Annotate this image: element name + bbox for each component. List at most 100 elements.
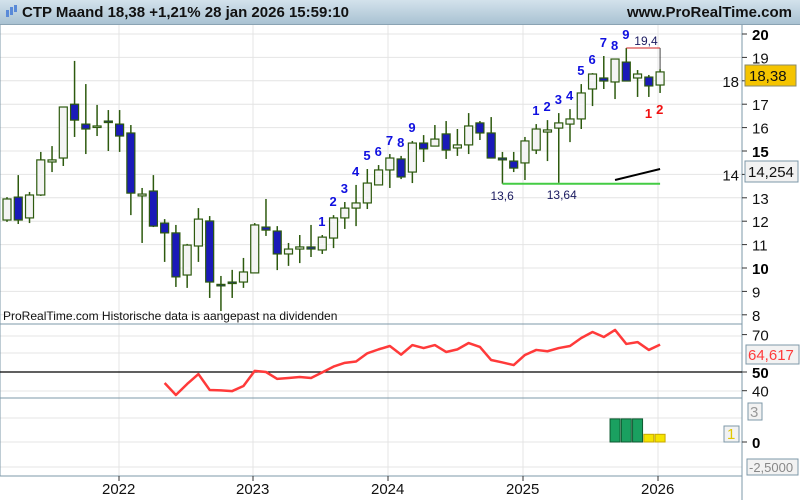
candle-body <box>520 140 530 164</box>
candle-body <box>137 193 147 197</box>
hist-badge-b <box>723 425 740 443</box>
candle-body <box>632 73 643 79</box>
candle <box>81 84 91 155</box>
candle <box>644 74 654 97</box>
candle <box>148 175 158 228</box>
last-price-value: 18,38 <box>749 68 787 85</box>
rsi-panel <box>163 328 661 397</box>
candle-body <box>69 103 80 121</box>
price-annotation: 13,64 <box>547 188 577 202</box>
candle-body <box>542 129 553 133</box>
candle <box>306 224 316 258</box>
histogram-bar <box>643 433 655 443</box>
candles <box>2 48 665 312</box>
year-label: 2025 <box>506 481 539 498</box>
price-tick-label: 15 <box>752 144 769 161</box>
year-axis: 2022 2023 2024 2025 2026 <box>102 476 674 498</box>
sequential-count: 2 <box>543 99 550 114</box>
candle-body <box>171 232 181 278</box>
sequential-count: 8 <box>397 135 404 150</box>
hist-min-value: -2,5000 <box>749 460 793 475</box>
sequential-count: 9 <box>408 120 415 135</box>
candle-body <box>497 157 508 161</box>
candle-body <box>283 248 294 255</box>
candle-body <box>126 132 136 194</box>
sequential-count: 1 <box>318 214 325 229</box>
candle <box>36 151 46 196</box>
candle <box>182 243 192 288</box>
candle <box>58 106 68 166</box>
candle <box>587 73 598 107</box>
price-tick-label: 14 <box>722 167 739 184</box>
candle-body <box>362 182 372 204</box>
candle <box>419 135 429 162</box>
sequential-count-red: 2 <box>656 102 663 117</box>
candle-body <box>644 76 654 87</box>
candle <box>385 154 395 188</box>
candle-body <box>351 202 361 209</box>
candle <box>171 224 181 287</box>
price-tick-label: 10 <box>752 261 769 278</box>
candle-body <box>317 236 327 251</box>
candle <box>599 55 609 89</box>
candle <box>103 110 113 151</box>
candle <box>464 113 474 155</box>
candle-body <box>250 224 260 274</box>
price-tick-label: 19 <box>752 50 769 67</box>
histogram-bar <box>620 418 632 443</box>
candle <box>610 58 620 100</box>
candle-body <box>160 222 170 234</box>
candle-body <box>2 198 12 221</box>
candle <box>160 219 170 262</box>
candle-body <box>509 160 519 169</box>
candle-body <box>216 283 226 287</box>
sequential-count: 6 <box>375 144 382 159</box>
candle <box>227 269 237 298</box>
candle <box>69 60 80 137</box>
histogram-bar <box>609 418 621 443</box>
candle <box>340 202 350 229</box>
candle-body <box>148 190 158 227</box>
candle-body <box>261 226 271 231</box>
sequential-count-red: 1 <box>645 106 652 121</box>
sequential-count: 6 <box>589 52 596 67</box>
candle-body <box>419 142 429 150</box>
last-price-badge <box>744 64 797 87</box>
trendline <box>614 168 661 181</box>
candle-body <box>81 123 91 130</box>
candle-body <box>114 123 125 137</box>
candle-body <box>340 207 350 219</box>
candle-body <box>430 138 440 147</box>
candle-body <box>47 159 57 163</box>
candle-body <box>610 58 620 83</box>
price-annotation: 19,4 <box>634 34 658 48</box>
price-axis: 20 19 18 17 16 15 14 13 12 11 10 9 8 70 50 40 0 <box>722 27 768 452</box>
candle-body <box>407 142 417 173</box>
rsi-value: 64,617 <box>748 347 794 364</box>
candle <box>632 70 643 97</box>
price-tick-label: 12 <box>752 214 769 231</box>
sequential-count: 7 <box>386 133 393 148</box>
rsi-badge <box>745 344 800 365</box>
candle-body <box>182 244 192 276</box>
year-label: 2022 <box>102 481 135 498</box>
price-tick-label: 20 <box>752 27 769 44</box>
hist-value-b: 1 <box>727 426 735 443</box>
candle <box>114 110 125 152</box>
candle-body <box>621 61 631 82</box>
candle <box>47 146 57 173</box>
year-label: 2024 <box>371 481 404 498</box>
candle <box>261 198 271 236</box>
candle-body <box>295 246 305 250</box>
candlestick-icon <box>6 5 17 17</box>
dividend-note: ProRealTime.com Historische data is aang… <box>3 309 337 323</box>
candle <box>283 242 294 266</box>
candle <box>520 136 530 181</box>
candle-body <box>385 157 395 171</box>
site-link[interactable]: www.ProRealTime.com <box>626 4 792 21</box>
price-tick-label: 17 <box>752 97 769 114</box>
candle-body <box>205 220 215 283</box>
candle-body <box>227 281 237 285</box>
rsi-tick-label: 40 <box>752 384 769 401</box>
